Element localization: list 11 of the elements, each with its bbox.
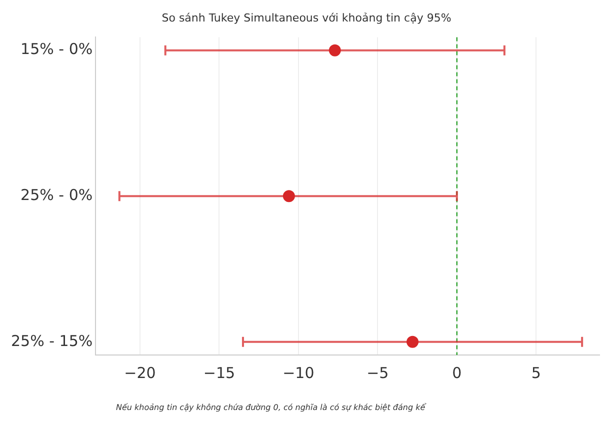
x-tick-label: −20 — [124, 364, 156, 382]
text: Nếu khoảng tin cậy không chứa đường 0, có nghĩa là có sự khác biệt đáng kể — [116, 403, 428, 412]
x-tick-label: −15 — [203, 364, 236, 382]
y-tick-label: 25% - 15% — [10, 332, 93, 350]
chart-title: So sánh Tukey Simultaneous với khoảng tin cậy 95% — [162, 11, 452, 24]
x-tick-label: −5 — [366, 364, 389, 382]
x-tick-label: −10 — [282, 364, 314, 382]
x-tick-label: 0 — [452, 364, 462, 382]
x-tick-label: 5 — [531, 364, 541, 382]
y-tick-label: 25% - 0% — [20, 186, 93, 204]
y-tick-label: 15% - 0% — [20, 40, 93, 58]
